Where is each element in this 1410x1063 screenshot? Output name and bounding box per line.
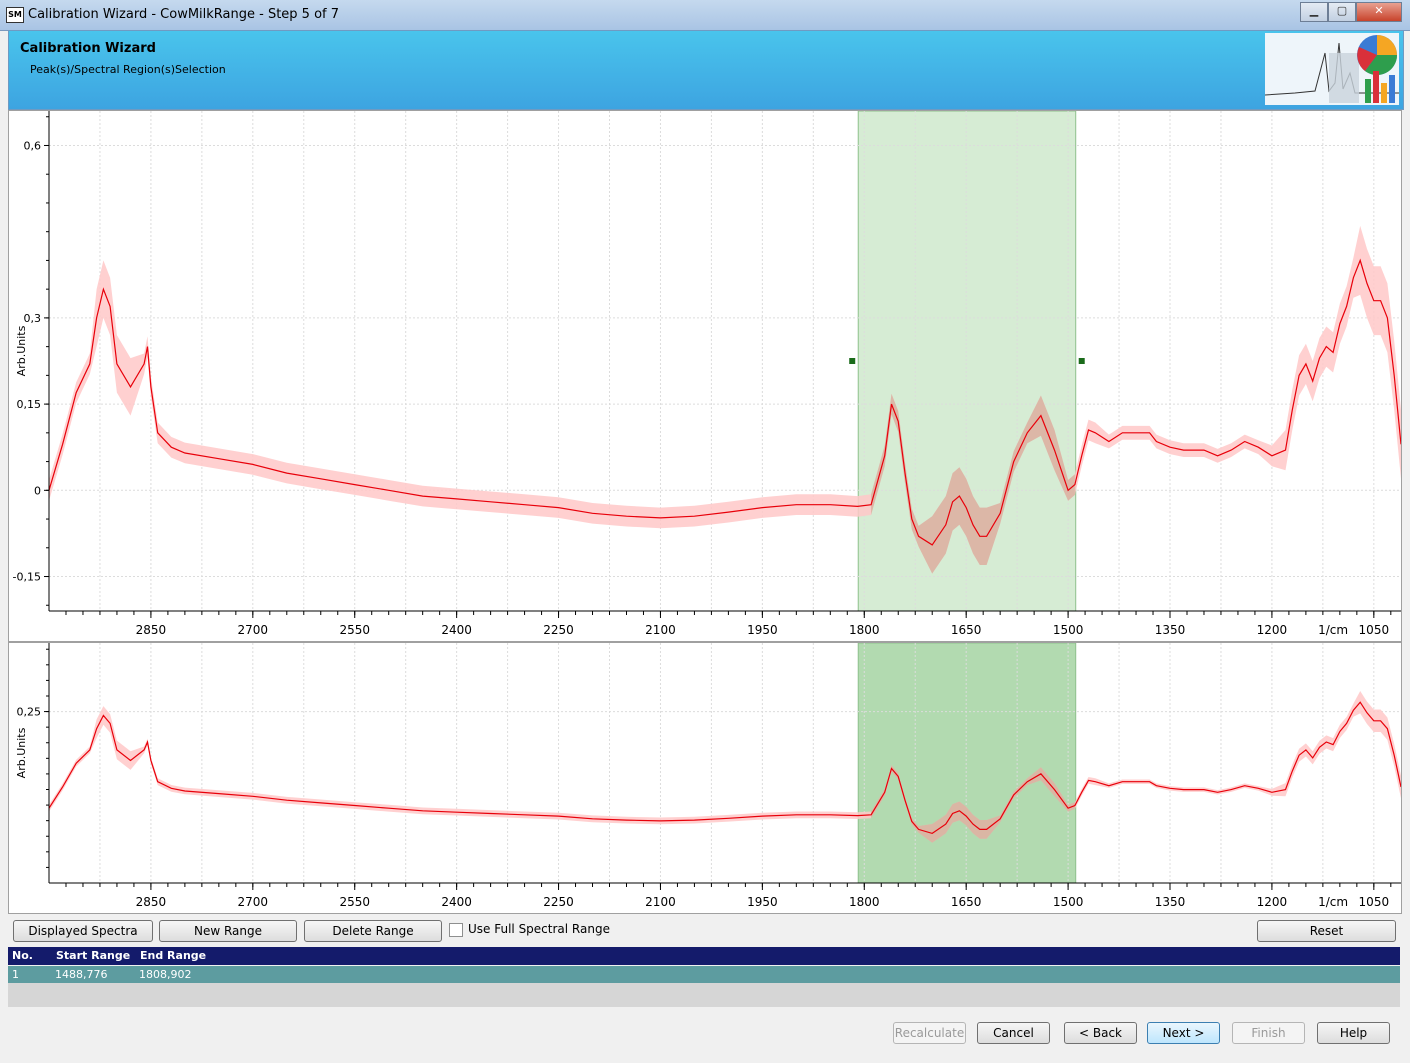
minimize-button[interactable]: ▁ <box>1300 2 1328 22</box>
wizard-step-subtitle: Peak(s)/Spectral Region(s)Selection <box>30 63 226 76</box>
displayed-spectra-button[interactable]: Displayed Spectra <box>13 920 153 942</box>
x-axis-unit-label: 1/cm <box>1318 623 1348 637</box>
selected-range-band <box>857 642 1077 884</box>
x-tick-label: 1800 <box>849 895 880 909</box>
finish-button[interactable]: Finish <box>1232 1022 1305 1044</box>
spectrum-plot-bottom[interactable]: 0,25 Arb.Units 2850 2700 2550 2400 2250 2100 195… <box>9 642 1402 913</box>
x-tick-label: 2550 <box>339 623 370 637</box>
column-header-end[interactable]: End Range <box>140 949 207 962</box>
spectrum-chart-top[interactable]: 0,6 0,3 0,15 0 -0,15 Arb.Units 2850 2700 2550 240… <box>8 110 1402 642</box>
x-tick-label: 1500 <box>1053 623 1084 637</box>
x-tick-label: 2850 <box>136 895 167 909</box>
x-tick-label: 2100 <box>645 895 676 909</box>
x-tick-label: 2400 <box>441 895 472 909</box>
cell-no: 1 <box>12 968 19 981</box>
x-tick-label: 1650 <box>951 895 982 909</box>
range-end-handle <box>1078 358 1085 364</box>
spectrum-chart-logo-icon <box>1264 33 1399 105</box>
x-tick-label: 1350 <box>1155 623 1186 637</box>
spectrum-chart-bottom[interactable]: 0,25 Arb.Units 2850 2700 2550 2400 2250 2100 195… <box>8 642 1402 914</box>
x-tick-label: 1050 <box>1359 895 1390 909</box>
x-tick-label: 2700 <box>238 623 269 637</box>
cell-end-range: 1808,902 <box>139 968 192 981</box>
x-tick-label: 1050 <box>1359 623 1390 637</box>
cancel-button[interactable]: Cancel <box>977 1022 1050 1044</box>
x-tick-label: 2400 <box>441 623 472 637</box>
window-title: Calibration Wizard - CowMilkRange - Step… <box>28 7 340 22</box>
delete-range-button[interactable]: Delete Range <box>304 920 442 942</box>
y-tick-label: 0,25 <box>17 706 42 719</box>
x-tick-label: 2700 <box>238 895 269 909</box>
y-tick-label: 0 <box>34 484 41 497</box>
y-tick-label: 0,6 <box>24 139 42 152</box>
x-tick-label: 2250 <box>543 623 574 637</box>
cell-start-range: 1488,776 <box>55 968 108 981</box>
x-tick-label: 1950 <box>747 623 778 637</box>
x-tick-label: 1350 <box>1155 895 1186 909</box>
range-start-handle <box>849 358 856 364</box>
x-axis-unit-label: 1/cm <box>1318 895 1348 909</box>
y-tick-label: -0,15 <box>13 571 41 584</box>
table-empty-area <box>8 983 1400 1007</box>
spectrum-plot-top[interactable]: 0,6 0,3 0,15 0 -0,15 Arb.Units 2850 2700 2550 240… <box>9 110 1402 641</box>
x-tick-label: 2250 <box>543 895 574 909</box>
reset-button[interactable]: Reset <box>1257 920 1396 942</box>
x-tick-label: 1500 <box>1053 895 1084 909</box>
next-button[interactable]: Next > <box>1147 1022 1220 1044</box>
series-mean-line <box>48 258 1402 546</box>
wizard-banner: Calibration Wizard Peak(s)/Spectral Regi… <box>8 30 1404 110</box>
help-button[interactable]: Help <box>1317 1022 1390 1044</box>
x-tick-label: 2550 <box>339 895 370 909</box>
x-tick-label: 2100 <box>645 623 676 637</box>
series-mean-line <box>48 701 1402 835</box>
column-header-no[interactable]: No. <box>12 949 33 962</box>
x-tick-label: 1200 <box>1257 623 1288 637</box>
ranges-table-header: No. Start Range End Range <box>8 947 1400 965</box>
app-logo-icon: SM <box>6 7 24 23</box>
use-full-range-checkbox[interactable] <box>449 923 463 937</box>
x-tick-label: 1950 <box>747 895 778 909</box>
table-row[interactable]: 1 1488,776 1808,902 <box>8 966 1400 983</box>
recalculate-button[interactable]: Recalculate <box>893 1022 966 1044</box>
window-titlebar[interactable]: SM Calibration Wizard - CowMilkRange - S… <box>0 0 1410 31</box>
y-axis-label: Arb.Units <box>15 727 28 778</box>
x-tick-label: 1800 <box>849 623 880 637</box>
use-full-range-label: Use Full Spectral Range <box>468 922 610 936</box>
maximize-button[interactable]: ▢ <box>1328 2 1356 22</box>
back-button[interactable]: < Back <box>1064 1022 1137 1044</box>
series-std-band <box>49 691 1401 843</box>
series-std-band <box>49 225 1401 574</box>
x-tick-label: 1650 <box>951 623 982 637</box>
new-range-button[interactable]: New Range <box>159 920 297 942</box>
close-button[interactable]: ✕ <box>1356 2 1402 22</box>
y-tick-label: 0,3 <box>24 312 42 325</box>
y-tick-label: 0,15 <box>17 398 42 411</box>
wizard-title: Calibration Wizard <box>20 41 156 56</box>
x-tick-label: 2850 <box>136 623 167 637</box>
x-tick-label: 1200 <box>1257 895 1288 909</box>
column-header-start[interactable]: Start Range <box>56 949 131 962</box>
y-axis-label: Arb.Units <box>15 325 28 376</box>
